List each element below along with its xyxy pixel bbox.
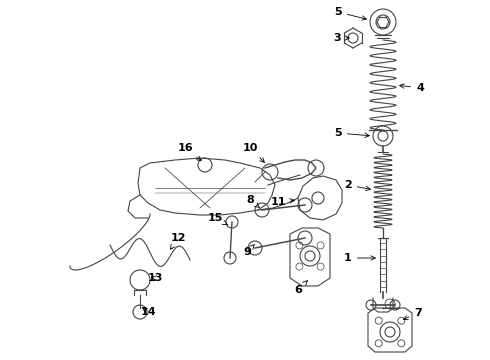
Text: 6: 6 — [294, 281, 307, 295]
Text: 15: 15 — [207, 213, 228, 225]
Text: 13: 13 — [147, 273, 163, 283]
Text: 4: 4 — [400, 83, 424, 93]
Text: 7: 7 — [403, 308, 422, 320]
Text: 5: 5 — [334, 128, 369, 138]
Text: 16: 16 — [177, 143, 201, 161]
Text: 10: 10 — [243, 143, 265, 162]
Text: 14: 14 — [140, 307, 156, 317]
Text: 12: 12 — [170, 233, 186, 249]
Text: 3: 3 — [333, 33, 349, 43]
Text: 8: 8 — [246, 195, 259, 207]
Text: 11: 11 — [270, 197, 294, 207]
Text: 1: 1 — [344, 253, 375, 263]
Text: 9: 9 — [243, 245, 254, 257]
Text: 2: 2 — [344, 180, 370, 191]
Text: 5: 5 — [334, 7, 367, 20]
